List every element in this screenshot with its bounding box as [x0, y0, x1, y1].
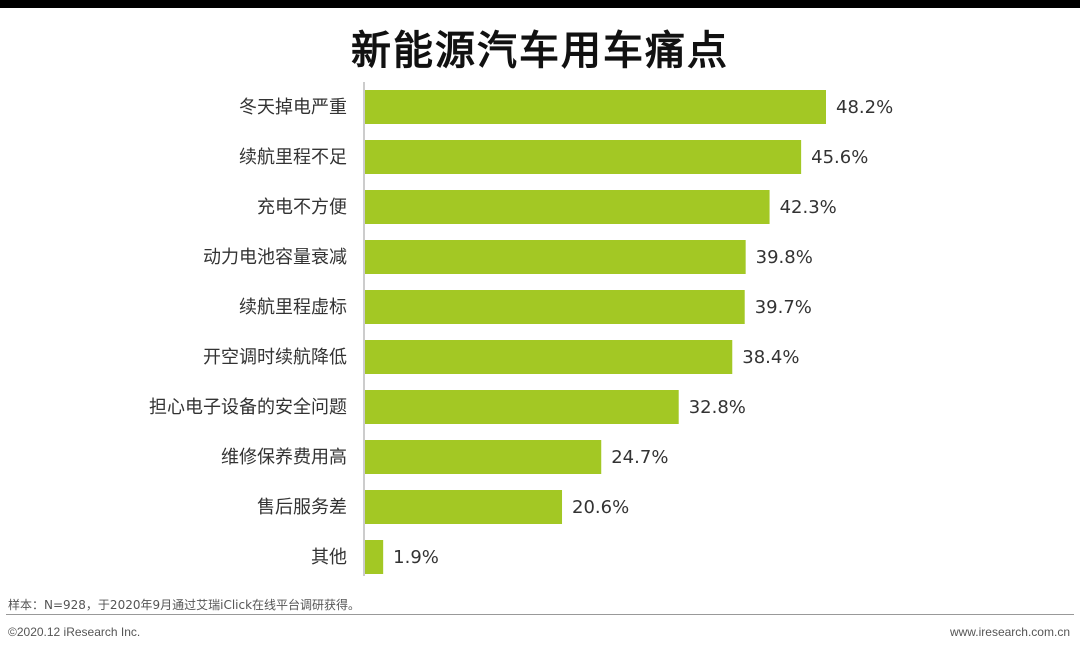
- value-label-7: 24.7%: [611, 447, 668, 468]
- value-label-4: 39.7%: [755, 297, 812, 318]
- bar-1: [365, 140, 802, 174]
- bar-6: [365, 390, 679, 424]
- bar-2: [365, 190, 770, 224]
- category-label-6: 担心电子设备的安全问题: [149, 397, 347, 418]
- category-label-4: 续航里程虚标: [239, 297, 347, 318]
- category-label-8: 售后服务差: [257, 497, 347, 518]
- copyright-text: ©2020.12 iResearch Inc.: [8, 625, 141, 639]
- value-label-8: 20.6%: [572, 497, 629, 518]
- bar-0: [365, 90, 826, 124]
- bar-5: [365, 340, 733, 374]
- category-label-9: 其他: [311, 547, 347, 568]
- value-label-5: 38.4%: [742, 347, 799, 368]
- bar-4: [365, 290, 745, 324]
- chart-title: 新能源汽车用车痛点: [351, 28, 729, 74]
- value-label-0: 48.2%: [836, 97, 893, 118]
- bar-7: [365, 440, 602, 474]
- category-label-5: 开空调时续航降低: [203, 347, 347, 368]
- website-text: www.iresearch.com.cn: [949, 625, 1070, 639]
- bar-chart: 冬天掉电严重 48.2% 续航里程不足 45.6% 充电不方便 42.3% 动力电池容量衰减…: [149, 82, 893, 576]
- value-label-2: 42.3%: [780, 197, 837, 218]
- bar-9: [365, 540, 384, 574]
- footer-divider: [6, 614, 1074, 615]
- chart-frame: 新能源汽车用车痛点 冬天掉电严重 48.2% 续航里程不足 45.6% 充电不方便 42.…: [0, 8, 1080, 651]
- value-label-9: 1.9%: [393, 547, 439, 568]
- bar-3: [365, 240, 746, 274]
- category-label-2: 充电不方便: [257, 197, 347, 218]
- bars-group: 冬天掉电严重 48.2% 续航里程不足 45.6% 充电不方便 42.3% 动力电池容量衰减…: [149, 90, 893, 574]
- category-label-3: 动力电池容量衰减: [203, 247, 347, 268]
- value-label-1: 45.6%: [811, 147, 868, 168]
- category-label-7: 维修保养费用高: [221, 447, 347, 468]
- bar-8: [365, 490, 563, 524]
- category-label-1: 续航里程不足: [239, 147, 347, 168]
- value-label-3: 39.8%: [756, 247, 813, 268]
- sample-note: 样本：N=928，于2020年9月通过艾瑞iClick在线平台调研获得。: [8, 598, 361, 612]
- value-label-6: 32.8%: [689, 397, 746, 418]
- category-label-0: 冬天掉电严重: [239, 97, 347, 118]
